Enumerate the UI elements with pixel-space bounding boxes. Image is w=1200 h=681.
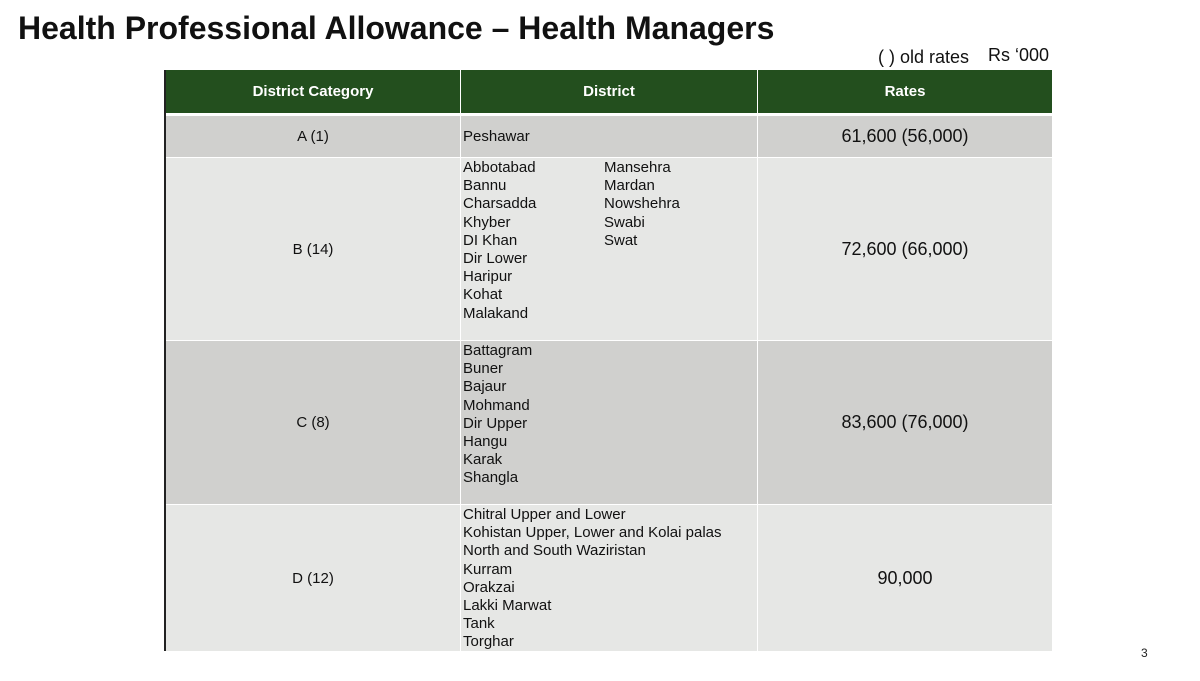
district-name: Malakand xyxy=(463,304,529,322)
district-list: Peshawar xyxy=(463,128,530,146)
district-name: North and South Waziristan xyxy=(463,542,646,560)
district-cell: Abbotabad Bannu Charsadda Khyber DI Khan Dir … xyxy=(461,158,757,340)
unit: Rs ‘000 xyxy=(988,45,1050,65)
rate-cell: 83,600 (76,000) xyxy=(758,341,1052,504)
district-name: Karak xyxy=(463,451,503,469)
district-name: Peshawar xyxy=(463,127,530,145)
district-name: Mansehra xyxy=(604,159,671,176)
district-cell: Chitral Upper and Lower Kohistan Upper, L… xyxy=(461,505,757,651)
district-list: Chitral Upper and Lower Kohistan Upper, L… xyxy=(463,506,722,652)
district-name: Kohat xyxy=(463,286,503,304)
rate-cell: 72,600 (66,000) xyxy=(758,158,1052,340)
district-name: Abbotabad xyxy=(463,159,536,176)
category-cell: B (14) xyxy=(166,158,460,340)
district-name: Battagram xyxy=(463,342,533,359)
district-name: Bannu xyxy=(463,177,507,195)
district-name: Lakki Marwat xyxy=(463,597,552,615)
district-name: DI Khan xyxy=(463,231,518,249)
district-name: Khyber xyxy=(463,213,511,231)
district-name: Buner xyxy=(463,360,504,378)
rate-cell: 61,600 (56,000) xyxy=(758,116,1052,157)
district-cell: Battagram Buner Bajaur Mohmand Dir Upper Hang… xyxy=(461,341,757,504)
district-name: Haripur xyxy=(463,268,513,286)
column-header: District Category xyxy=(166,70,460,113)
district-name: Dir Upper xyxy=(463,414,528,432)
district-name: Torghar xyxy=(463,633,514,651)
district-list: Abbotabad Bannu Charsadda Khyber DI Khan Dir … xyxy=(463,159,536,323)
district-name: Kurram xyxy=(463,560,513,578)
district-name: Mohmand xyxy=(463,396,530,414)
column-header: Rates xyxy=(758,70,1052,113)
district-name: Charsadda xyxy=(463,195,537,213)
district-name: Bajaur xyxy=(463,378,507,396)
column-header: District xyxy=(461,70,757,113)
district-list: Battagram Buner Bajaur Mohmand Dir Upper Hang… xyxy=(463,342,532,488)
district-name: Hangu xyxy=(463,433,508,451)
district-name: Orakzai xyxy=(463,578,515,596)
category-cell: A (1) xyxy=(166,116,460,157)
district-name: Chitral Upper and Lower xyxy=(463,506,626,523)
district-name: Swat xyxy=(604,231,638,249)
page-number: 3 xyxy=(1141,646,1148,660)
district-list: Mansehra Mardan Nowshehra Swabi Swat xyxy=(604,159,680,250)
rate-cell: 90,000 xyxy=(758,505,1052,651)
district-name: Mardan xyxy=(604,177,655,195)
district-name: Kohistan Upper, Lower and Kolai palas xyxy=(463,524,722,542)
district-name: Shangla xyxy=(463,469,519,487)
district-name: Swabi xyxy=(604,213,645,231)
category-cell: D (12) xyxy=(166,505,460,651)
category-cell: C (8) xyxy=(166,341,460,504)
note: ( ) old rates xyxy=(878,47,970,67)
district-cell: Peshawar xyxy=(461,116,757,157)
district-name: Nowshehra xyxy=(604,195,680,213)
slide-title: Health Professional Allowance – Health M… xyxy=(18,10,775,46)
table-rule xyxy=(164,70,166,651)
district-name: Tank xyxy=(463,615,495,633)
district-name: Dir Lower xyxy=(463,250,528,268)
